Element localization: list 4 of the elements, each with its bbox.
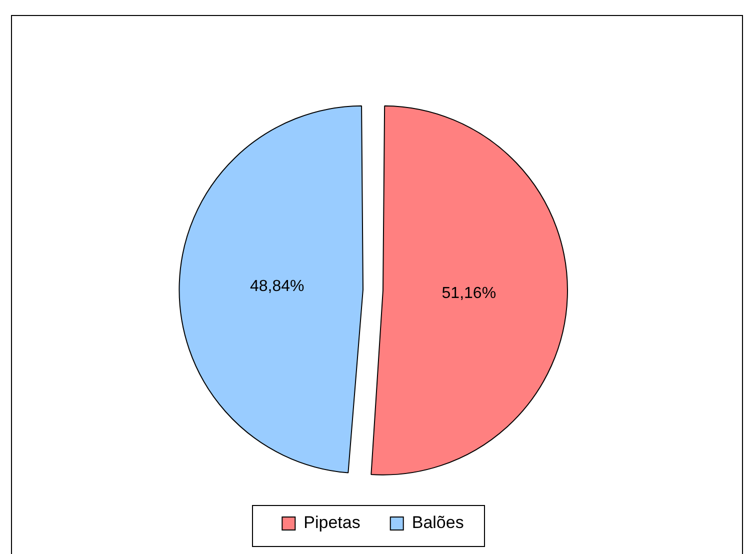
data-label: 51,16% bbox=[442, 284, 496, 302]
legend-label: Pipetas bbox=[304, 513, 360, 532]
legend-label: Balões bbox=[412, 513, 464, 532]
data-label: 48,84% bbox=[250, 278, 304, 295]
